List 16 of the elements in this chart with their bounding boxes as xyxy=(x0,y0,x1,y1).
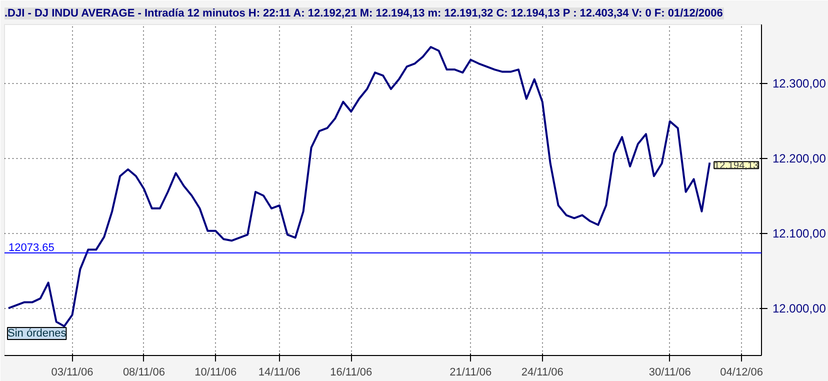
chart-title: .DJI - DJ INDU AVERAGE - Intradía 12 minutos H: 22:11 A: 12.192,21 M: 12.194,13 m: 12.191,32 C: 12.194,13 P : 12.403,34 V: 0 F: 01/12/2006 xyxy=(4,8,723,20)
y-tick-label: 12.100,00 xyxy=(772,226,826,241)
x-tick-label: 03/11/06 xyxy=(51,366,94,378)
x-tick-label: 08/11/06 xyxy=(122,366,165,378)
y-tick-label: 12.300,00 xyxy=(772,76,826,91)
x-tick-label: 24/11/06 xyxy=(521,366,564,378)
x-tick-label: 14/11/06 xyxy=(258,366,300,378)
y-tick-label: 12.200,00 xyxy=(772,152,826,166)
x-tick-label: 30/11/06 xyxy=(648,366,691,378)
ref-line-label: 12073.65 xyxy=(8,242,54,254)
x-tick-label: 10/11/06 xyxy=(194,366,237,378)
y-tick-label: 12.000,00 xyxy=(772,302,826,316)
x-tick-label: 21/11/06 xyxy=(450,366,492,378)
line-series xyxy=(7,46,711,328)
x-tick-label: 04/12/06 xyxy=(720,366,763,378)
x-tick-label: 16/11/06 xyxy=(330,366,372,378)
